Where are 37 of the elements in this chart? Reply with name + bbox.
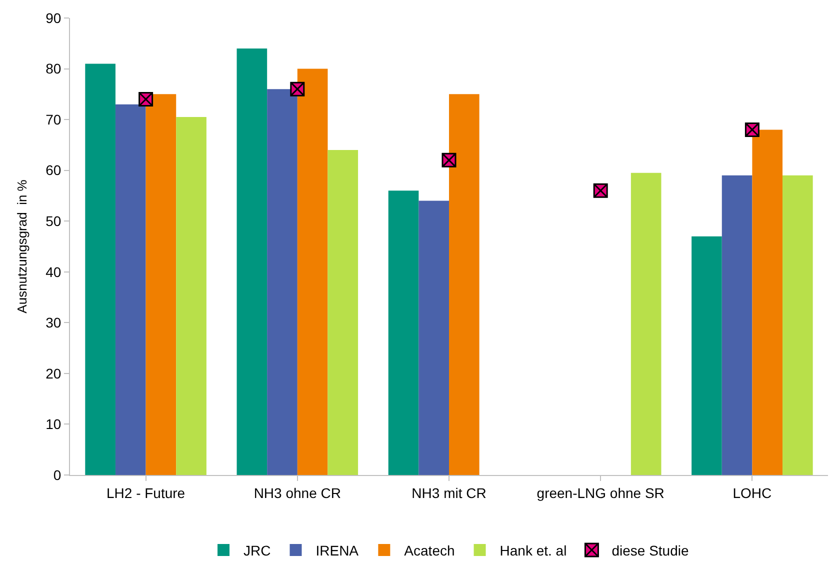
bar <box>630 172 662 475</box>
x-tick-label: LOHC <box>732 484 772 501</box>
y-tick-label: 80 <box>46 60 62 77</box>
y-tick-label: 20 <box>46 365 62 382</box>
x-tick-label: NH3 ohne CR <box>254 484 341 501</box>
bar <box>418 200 449 475</box>
bar <box>176 117 206 475</box>
y-tick-label: 10 <box>46 416 62 432</box>
bar <box>752 130 783 475</box>
bar <box>146 94 176 475</box>
y-axis-title: Ausnutzungsgrad in % <box>14 179 30 314</box>
y-tick-label: 70 <box>46 111 62 128</box>
legend-label: IRENA <box>316 542 360 558</box>
bar <box>236 48 268 475</box>
bar <box>85 64 116 475</box>
legend-label: diese Studie <box>612 542 689 558</box>
y-tick-label: 90 <box>46 10 62 26</box>
bar <box>722 175 752 475</box>
x-tick-label: green-LNG ohne SR <box>536 484 664 501</box>
legend-label: JRC <box>244 542 271 558</box>
y-tick-label: 0 <box>53 466 62 483</box>
y-tick-label: 50 <box>46 213 62 230</box>
x-tick-label: NH3 mit CR <box>412 484 486 501</box>
legend-label: Hank et. al <box>500 542 567 558</box>
bar <box>692 236 722 475</box>
bar <box>782 175 813 475</box>
y-tick-label: 30 <box>46 314 62 331</box>
x-tick-label: LH2 - Future <box>106 484 186 501</box>
y-tick-label: 60 <box>46 162 62 178</box>
legend-label: Acatech <box>404 542 455 558</box>
bar <box>297 68 328 475</box>
bar <box>328 150 358 475</box>
y-tick-label: 40 <box>46 264 62 280</box>
bar <box>115 104 146 475</box>
bar <box>388 190 419 475</box>
bar <box>267 89 298 475</box>
bar <box>449 94 480 475</box>
